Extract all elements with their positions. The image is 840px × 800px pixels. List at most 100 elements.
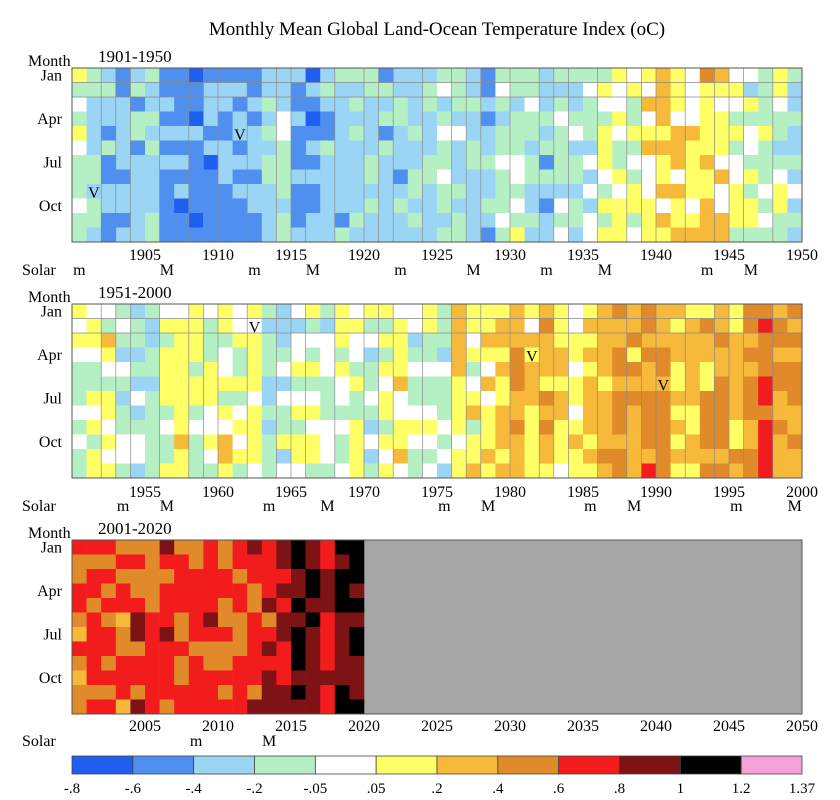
heatmap-cell — [145, 540, 160, 555]
year-tick-label: 1920 — [348, 247, 380, 264]
heatmap-cell — [232, 318, 248, 334]
heatmap-cell — [145, 391, 160, 406]
year-tick-label: 1965 — [275, 484, 307, 501]
heatmap-cell — [218, 699, 233, 715]
heatmap-cell — [393, 449, 409, 464]
heatmap-cell — [261, 598, 277, 613]
heatmap-cell — [714, 184, 730, 199]
heatmap-cell — [510, 213, 525, 228]
heatmap-cell — [276, 333, 292, 348]
heatmap-cell — [729, 227, 744, 243]
heatmap-cell — [422, 140, 438, 156]
heatmap-cell — [743, 304, 759, 319]
heatmap-cell — [656, 304, 671, 319]
heatmap-cell — [553, 405, 569, 421]
heatmap-cell — [378, 111, 394, 127]
heatmap-cell — [364, 362, 379, 377]
heatmap-cell — [145, 598, 160, 613]
heatmap-cell — [334, 627, 350, 642]
heatmap-cell — [729, 347, 744, 363]
month-axis-label: Month — [28, 289, 71, 306]
heatmap-cell — [247, 612, 263, 628]
heatmap-cell — [291, 198, 306, 214]
heatmap-cell — [159, 583, 175, 599]
heatmap-cell — [247, 333, 263, 348]
heatmap-cell — [378, 362, 394, 377]
year-tick-label: 1910 — [202, 247, 234, 264]
year-tick-label: 2000 — [786, 484, 818, 501]
heatmap-cell — [101, 434, 117, 450]
heatmap-cell — [130, 362, 146, 377]
heatmap-cell — [641, 362, 657, 377]
heatmap-cell — [218, 612, 233, 628]
solar-cycle-mark: m — [117, 498, 130, 515]
heatmap-cell — [495, 405, 511, 421]
legend-swatch — [619, 755, 681, 775]
heatmap-cell — [349, 627, 365, 642]
heatmap-cell — [787, 347, 803, 363]
heatmap-cell — [670, 420, 686, 435]
heatmap-cell — [101, 184, 117, 199]
heatmap-cell — [305, 598, 321, 613]
heatmap-cell — [232, 583, 248, 599]
heatmap-cell — [334, 598, 350, 613]
heatmap-cell — [305, 333, 321, 348]
heatmap-cell — [670, 126, 686, 141]
heatmap-cell — [524, 362, 540, 377]
month-tick-label: Jan — [41, 539, 62, 556]
heatmap-cell — [626, 449, 642, 464]
heatmap-cell — [364, 97, 379, 112]
plot-frame — [71, 67, 803, 243]
heatmap-cell — [583, 97, 598, 112]
heatmap-cell — [451, 169, 467, 185]
heatmap-cell — [407, 184, 423, 199]
solar-label: Solar — [22, 262, 56, 279]
heatmap-cell — [174, 362, 190, 377]
heatmap-cell — [188, 184, 204, 199]
heatmap-cell — [364, 68, 379, 83]
heatmap-cell — [699, 318, 715, 334]
heatmap-cell — [758, 227, 774, 243]
heatmap-cell — [437, 463, 452, 479]
heatmap-cell — [188, 126, 204, 141]
heatmap-cell — [699, 140, 715, 156]
heatmap-cell — [145, 612, 160, 628]
heatmap-cell — [188, 376, 204, 392]
year-tick-label: 1935 — [567, 247, 599, 264]
heatmap-cell — [188, 612, 204, 628]
heatmap-cell — [349, 598, 365, 613]
heatmap-cell — [714, 463, 730, 479]
heatmap-cell — [641, 140, 657, 156]
heatmap-cell — [159, 405, 175, 421]
heatmap-cell — [86, 612, 102, 628]
heatmap-cell — [378, 333, 394, 348]
heatmap-cell — [437, 82, 452, 98]
heatmap-cell — [86, 670, 102, 686]
heatmap-cell — [626, 420, 642, 435]
heatmap-cell — [349, 198, 365, 214]
heatmap-cell — [480, 82, 496, 98]
heatmap-cell — [115, 583, 131, 599]
heatmap-cell — [699, 213, 715, 228]
heatmap-cell — [451, 362, 467, 377]
heatmap-cell — [422, 169, 438, 185]
heatmap-cell — [364, 420, 379, 435]
heatmap-cell — [612, 449, 628, 464]
heatmap-cell — [247, 641, 263, 657]
heatmap-cell — [86, 169, 102, 185]
heatmap-cell — [743, 68, 759, 83]
heatmap-cell — [495, 184, 511, 199]
heatmap-cell — [714, 449, 730, 464]
heatmap-cell — [670, 463, 686, 479]
heatmap-cell — [261, 68, 277, 83]
heatmap-cell — [524, 420, 540, 435]
legend-tick-label: 1 — [677, 781, 685, 797]
heatmap-cell — [787, 333, 803, 348]
year-tick-label: 2035 — [567, 718, 599, 735]
heatmap-cell — [699, 184, 715, 199]
heatmap-cell — [583, 126, 598, 141]
heatmap-cell — [772, 227, 788, 243]
heatmap-cell — [247, 213, 263, 228]
heatmap-cell — [86, 198, 102, 214]
heatmap-cell — [203, 569, 219, 584]
